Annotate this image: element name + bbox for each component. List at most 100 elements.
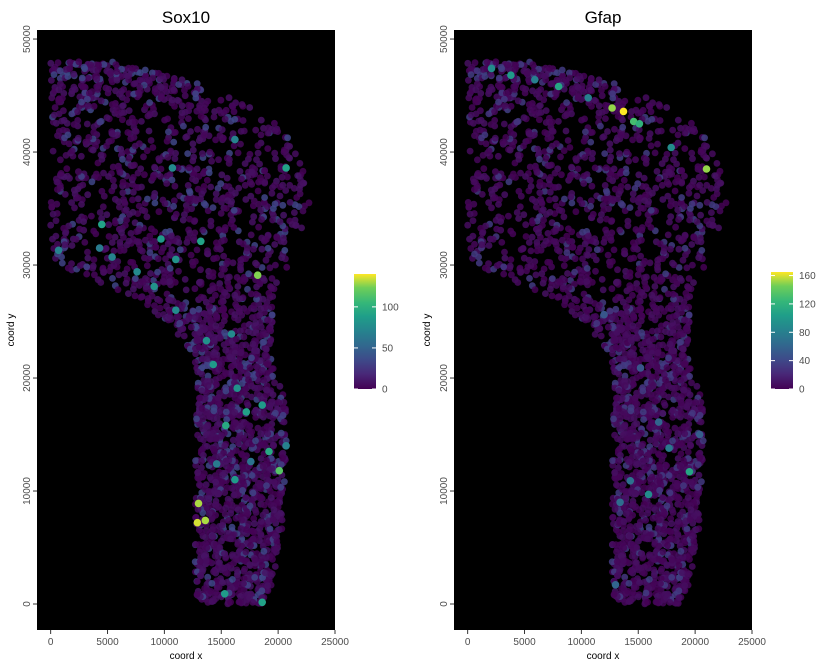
- background-cell: [621, 382, 629, 389]
- background-cell: [686, 555, 693, 563]
- background-cell: [100, 169, 107, 177]
- background-cell: [166, 308, 174, 315]
- background-cell: [220, 564, 228, 572]
- background-cell: [207, 587, 215, 595]
- background-cell: [258, 587, 266, 595]
- background-cell: [665, 472, 673, 479]
- background-cell: [541, 129, 549, 136]
- y-tick-label: 20000: [22, 364, 33, 392]
- background-cell: [606, 307, 614, 315]
- background-cell: [214, 394, 222, 402]
- background-cell: [179, 301, 186, 309]
- background-cell: [602, 101, 609, 109]
- background-cell: [247, 590, 255, 598]
- background-cell: [216, 132, 224, 140]
- background-cell: [78, 201, 85, 208]
- background-cell: [714, 176, 721, 184]
- background-cell: [123, 216, 130, 224]
- background-cell: [669, 259, 676, 267]
- background-cell: [647, 224, 655, 231]
- background-cell: [466, 210, 474, 218]
- background-cell: [588, 155, 596, 163]
- background-cell: [76, 262, 84, 269]
- background-cell: [190, 237, 198, 244]
- background-cell: [697, 211, 704, 219]
- background-cell: [248, 354, 255, 362]
- background-cell: [163, 137, 171, 145]
- background-cell: [574, 165, 582, 173]
- data-point: [168, 164, 177, 172]
- background-cell: [660, 308, 668, 315]
- background-cell: [681, 539, 689, 547]
- background-cell: [193, 107, 201, 115]
- background-cell: [690, 279, 697, 286]
- background-cell: [257, 174, 264, 182]
- background-cell: [548, 161, 555, 169]
- background-cell: [561, 195, 568, 203]
- background-cell: [234, 506, 242, 514]
- background-cell: [66, 65, 74, 73]
- background-cell: [536, 178, 544, 186]
- background-cell: [617, 451, 624, 459]
- background-cell: [629, 291, 636, 299]
- background-cell: [130, 285, 137, 293]
- background-cell: [55, 86, 63, 94]
- background-cell: [189, 307, 197, 315]
- background-cell: [618, 585, 625, 592]
- background-cell: [563, 249, 571, 257]
- background-cell: [64, 131, 72, 139]
- background-cell: [655, 555, 663, 563]
- background-cell: [194, 469, 202, 477]
- background-cell: [542, 119, 550, 126]
- background-cell: [197, 113, 205, 120]
- background-cell: [143, 262, 151, 270]
- background-cell: [572, 69, 579, 77]
- background-cell: [168, 246, 176, 253]
- background-cell: [519, 245, 527, 253]
- background-cell: [279, 454, 286, 462]
- background-cell: [642, 159, 650, 167]
- background-cell: [279, 411, 287, 419]
- background-cell: [233, 447, 240, 454]
- background-cell: [239, 487, 247, 494]
- background-cell: [659, 494, 667, 501]
- background-cell: [216, 420, 224, 427]
- y-tick-label: 0: [22, 601, 33, 607]
- background-cell: [217, 210, 225, 217]
- background-cell: [662, 270, 669, 278]
- background-cell: [270, 506, 278, 514]
- background-cell: [506, 146, 514, 154]
- background-cell: [577, 311, 584, 318]
- background-cell: [563, 232, 571, 240]
- background-cell: [122, 206, 130, 214]
- background-cell: [615, 528, 622, 536]
- background-cell: [501, 191, 509, 199]
- data-point: [258, 598, 267, 607]
- background-cell: [542, 90, 550, 98]
- background-cell: [589, 149, 596, 157]
- background-cell: [204, 382, 212, 389]
- background-cell: [648, 379, 655, 387]
- background-cell: [623, 148, 631, 156]
- background-cell: [78, 173, 85, 180]
- background-cell: [224, 569, 231, 577]
- background-cell: [262, 256, 270, 264]
- background-cell: [648, 291, 656, 299]
- background-cell: [227, 363, 235, 371]
- background-cell: [131, 161, 138, 169]
- background-cell: [228, 523, 236, 531]
- background-cell: [117, 145, 125, 153]
- background-cell: [131, 118, 139, 126]
- background-cell: [597, 332, 605, 340]
- background-cell: [520, 114, 528, 121]
- background-cell: [202, 123, 210, 131]
- background-cell: [171, 129, 179, 136]
- background-cell: [675, 561, 683, 569]
- data-point: [133, 268, 141, 276]
- background-cell: [597, 122, 604, 130]
- background-cell: [568, 302, 575, 310]
- background-cell: [103, 211, 111, 219]
- background-cell: [525, 137, 532, 145]
- background-cell: [102, 245, 110, 253]
